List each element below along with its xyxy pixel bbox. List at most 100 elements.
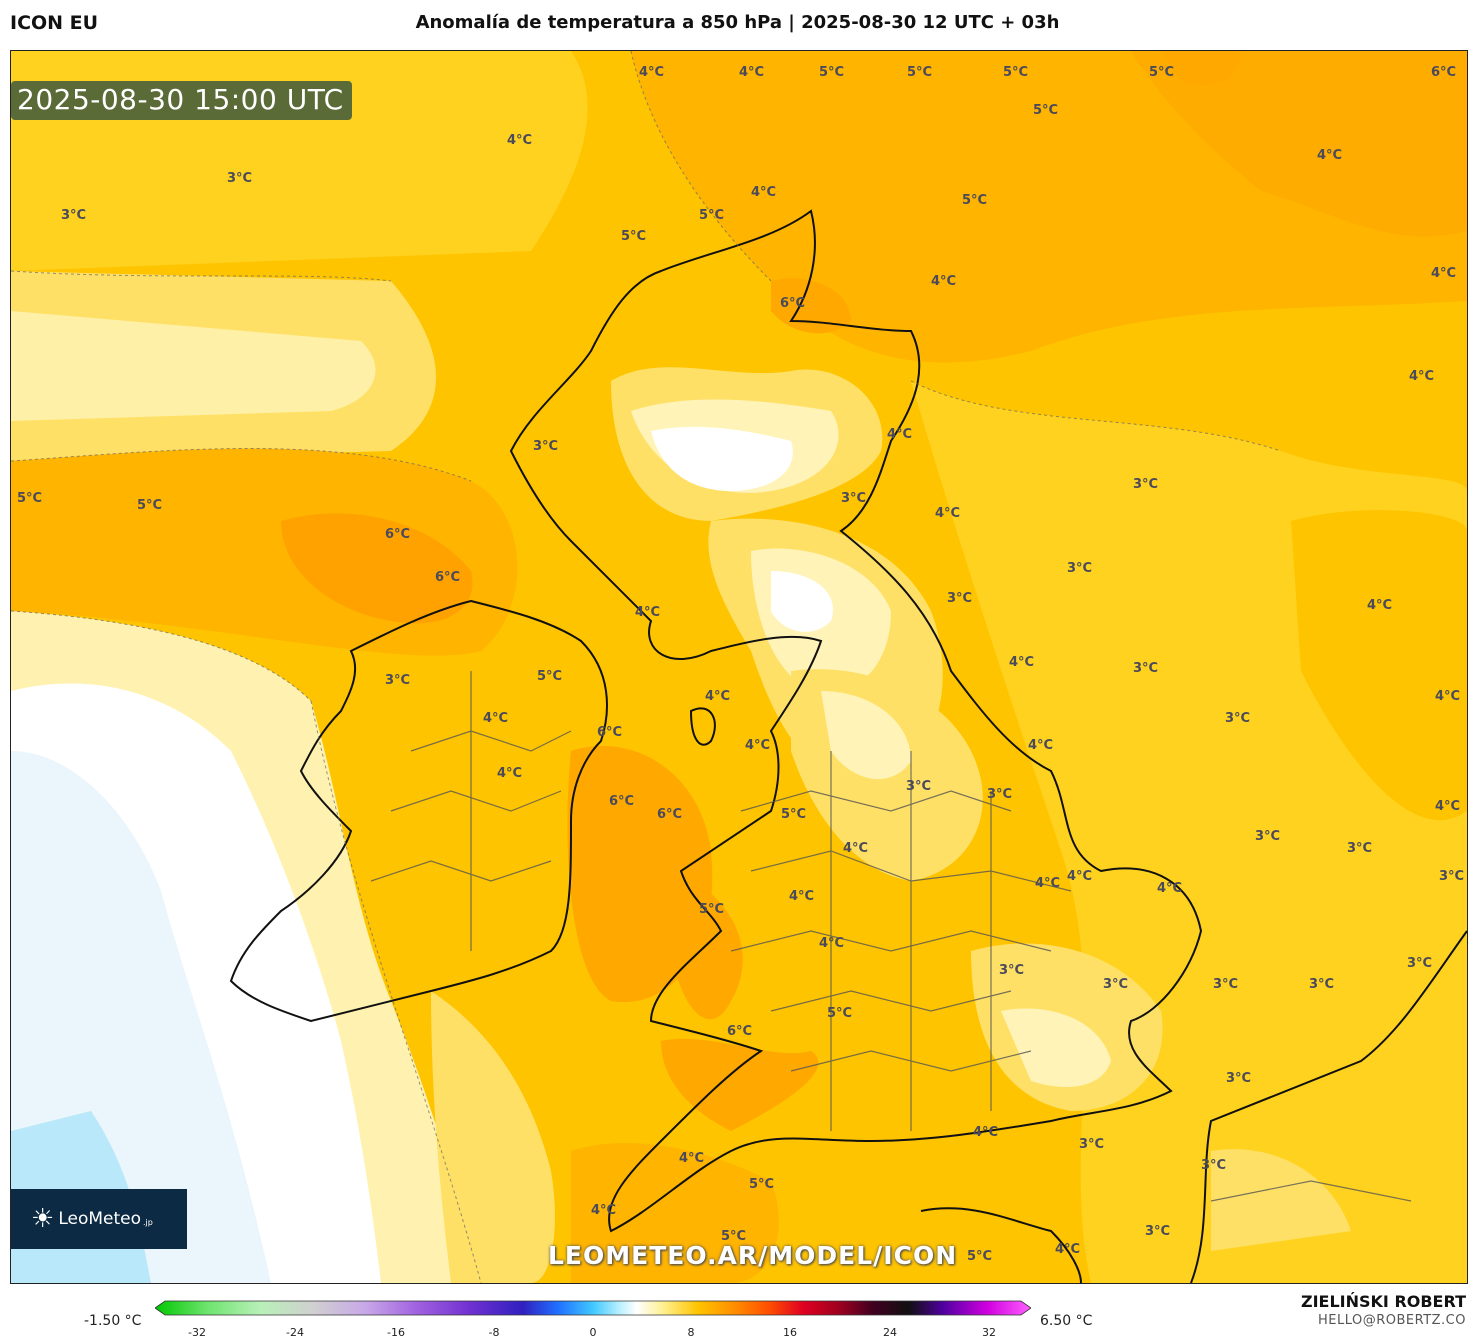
contour-label: 6°C bbox=[1431, 65, 1457, 80]
contour-label: 3°C bbox=[999, 963, 1025, 978]
map-canvas bbox=[11, 51, 1467, 1283]
contour-label: 3°C bbox=[841, 491, 867, 506]
contour-label: 4°C bbox=[1055, 1242, 1081, 1257]
contour-label: 4°C bbox=[935, 506, 961, 521]
contour-label: 3°C bbox=[1067, 561, 1093, 576]
contour-label: 3°C bbox=[1133, 477, 1159, 492]
contour-label: 4°C bbox=[639, 65, 665, 80]
colorbar-max-label: 6.50 °C bbox=[1040, 1313, 1093, 1329]
contour-label: 6°C bbox=[780, 296, 806, 311]
contour-label: 4°C bbox=[745, 738, 771, 753]
contour-label: 6°C bbox=[597, 725, 623, 740]
contour-label: 4°C bbox=[507, 133, 533, 148]
contour-label: 5°C bbox=[721, 1229, 747, 1244]
contour-label: 3°C bbox=[1255, 829, 1281, 844]
contour-label: 4°C bbox=[1067, 869, 1093, 884]
contour-label: 5°C bbox=[137, 498, 163, 513]
contour-label: 5°C bbox=[699, 902, 725, 917]
colorbar-tick: 16 bbox=[783, 1326, 797, 1339]
contour-label: 4°C bbox=[1435, 689, 1461, 704]
contour-label: 6°C bbox=[609, 794, 635, 809]
contour-label: 4°C bbox=[931, 274, 957, 289]
contour-label: 6°C bbox=[657, 807, 683, 822]
contour-label: 3°C bbox=[947, 591, 973, 606]
contour-label: 4°C bbox=[973, 1125, 999, 1140]
logo-tld: .jp bbox=[143, 1217, 153, 1227]
contour-label: 3°C bbox=[1309, 977, 1335, 992]
contour-label: 4°C bbox=[1435, 799, 1461, 814]
contour-label: 5°C bbox=[781, 807, 807, 822]
contour-label: 3°C bbox=[61, 208, 87, 223]
contour-label: 3°C bbox=[1225, 711, 1251, 726]
contour-label: 6°C bbox=[435, 570, 461, 585]
contour-label: 5°C bbox=[749, 1177, 775, 1192]
colorbar-tick: 32 bbox=[982, 1326, 996, 1339]
contour-label: 4°C bbox=[751, 185, 777, 200]
contour-label: 5°C bbox=[1149, 65, 1175, 80]
contour-label: 5°C bbox=[819, 65, 845, 80]
contour-label: 3°C bbox=[1439, 869, 1465, 884]
contour-label: 4°C bbox=[635, 605, 661, 620]
valid-time-badge: 2025-08-30 15:00 UTC bbox=[11, 81, 352, 120]
contour-label: 3°C bbox=[906, 779, 932, 794]
contour-label: 4°C bbox=[739, 65, 765, 80]
contour-label: 3°C bbox=[1103, 977, 1129, 992]
contour-label: 4°C bbox=[887, 427, 913, 442]
contour-label: 5°C bbox=[17, 491, 43, 506]
contour-label: 4°C bbox=[1367, 598, 1393, 613]
watermark-url[interactable]: LEOMETEO.AR/MODEL/ICON bbox=[548, 1241, 958, 1270]
leometeo-logo[interactable]: ☀ LeoMeteo .jp bbox=[11, 1189, 187, 1249]
contour-label: 5°C bbox=[967, 1249, 993, 1264]
colorbar-tick: 0 bbox=[589, 1326, 597, 1339]
contour-label: 6°C bbox=[727, 1024, 753, 1039]
contour-label: 4°C bbox=[591, 1203, 617, 1218]
contour-label: 4°C bbox=[1028, 738, 1054, 753]
contour-label: 4°C bbox=[705, 689, 731, 704]
contour-label: 3°C bbox=[533, 439, 559, 454]
contour-label: 5°C bbox=[827, 1006, 853, 1021]
contour-label: 3°C bbox=[1201, 1158, 1227, 1173]
contour-label: 4°C bbox=[679, 1151, 705, 1166]
logo-text: LeoMeteo bbox=[58, 1209, 141, 1229]
contour-label: 4°C bbox=[789, 889, 815, 904]
contour-label: 3°C bbox=[385, 673, 411, 688]
author-name: ZIELIŃSKI ROBERT bbox=[1300, 1292, 1466, 1311]
contour-label: 5°C bbox=[537, 669, 563, 684]
contour-label: 3°C bbox=[1347, 841, 1373, 856]
contour-label: 5°C bbox=[699, 208, 725, 223]
contour-label: 5°C bbox=[1003, 65, 1029, 80]
contour-label: 6°C bbox=[385, 527, 411, 542]
contour-label: 4°C bbox=[1157, 881, 1183, 896]
contour-label: 5°C bbox=[1033, 103, 1059, 118]
contour-label: 4°C bbox=[1409, 369, 1435, 384]
contour-label: 3°C bbox=[1213, 977, 1239, 992]
contour-label: 4°C bbox=[843, 841, 869, 856]
contour-label: 3°C bbox=[987, 787, 1013, 802]
colorbar-tick: 24 bbox=[883, 1326, 897, 1339]
contour-label: 4°C bbox=[497, 766, 523, 781]
colorbar bbox=[155, 1300, 1031, 1316]
contour-label: 4°C bbox=[1009, 655, 1035, 670]
author-email[interactable]: HELLO@ROBERTZ.CO bbox=[1317, 1313, 1466, 1328]
colorbar-min-label: -1.50 °C bbox=[84, 1313, 142, 1329]
model-name: ICON EU bbox=[10, 12, 99, 34]
contour-label: 4°C bbox=[1035, 876, 1061, 891]
colorbar-tick: -24 bbox=[286, 1326, 304, 1339]
sun-icon: ☀ bbox=[31, 1204, 55, 1234]
anomaly-map: 2025-08-30 15:00 UTC 4°C 4°C 5°C 5°C 5°C 5°C 6… bbox=[10, 50, 1468, 1284]
contour-label: 4°C bbox=[1431, 266, 1457, 281]
colorbar-tick: -16 bbox=[387, 1326, 405, 1339]
contour-label: 4°C bbox=[483, 711, 509, 726]
contour-label: 5°C bbox=[907, 65, 933, 80]
contour-label: 5°C bbox=[962, 193, 988, 208]
contour-label: 3°C bbox=[1133, 661, 1159, 676]
colorbar-tick: -8 bbox=[488, 1326, 500, 1339]
contour-label: 3°C bbox=[1407, 956, 1433, 971]
contour-label: 3°C bbox=[1079, 1137, 1105, 1152]
contour-label: 5°C bbox=[621, 229, 647, 244]
contour-label: 3°C bbox=[1145, 1224, 1171, 1239]
colorbar-tick: -32 bbox=[188, 1326, 206, 1339]
colorbar-tick: 8 bbox=[687, 1326, 695, 1339]
contour-label: 4°C bbox=[819, 936, 845, 951]
contour-label: 3°C bbox=[1226, 1071, 1252, 1086]
